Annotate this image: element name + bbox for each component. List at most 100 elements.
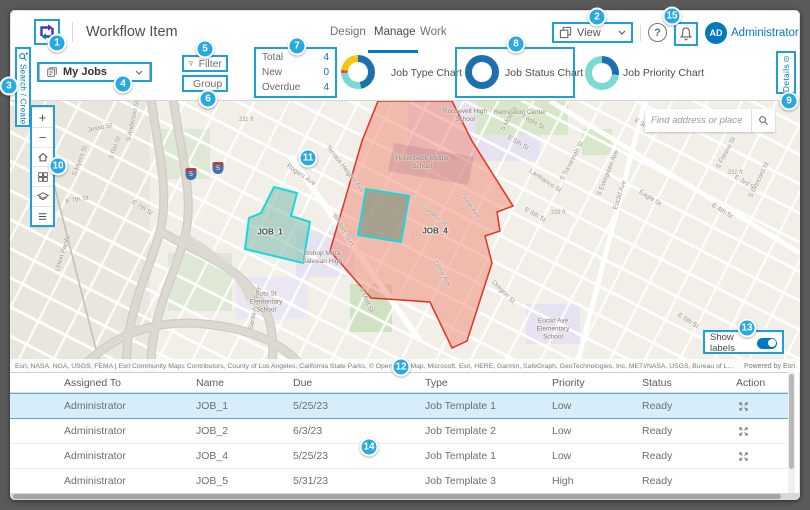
jobs-list-dropdown[interactable]: My Jobs (39, 63, 150, 81)
map-label: Hollenbeck Middle School (395, 155, 449, 170)
stat-label: New (262, 67, 283, 78)
layers-button[interactable] (32, 187, 53, 208)
map-label: E 4th St (710, 201, 734, 221)
hollenbeck-block (388, 143, 474, 185)
map-label: S Rio St (107, 135, 123, 161)
table-row-job2[interactable]: Administrator JOB_2 6/3/23 Job Template … (10, 419, 788, 444)
basemap-button[interactable] (32, 167, 53, 188)
map-label: JOB_1 (257, 227, 283, 237)
home-button[interactable] (32, 148, 53, 168)
zoom-to-job-button[interactable] (736, 449, 750, 463)
notifications-button[interactable] (676, 24, 696, 44)
scrollbar-thumb[interactable] (13, 494, 781, 499)
col-status[interactable]: Status (642, 376, 672, 389)
cell-due: 6/3/23 (293, 425, 323, 437)
map-search-input[interactable] (645, 109, 751, 132)
job-priority-chart[interactable] (585, 56, 619, 90)
cell-assigned: Administrator (64, 400, 126, 412)
map-label: Bishop Mora Salesian High (301, 250, 343, 265)
show-labels-toggle[interactable] (756, 337, 777, 349)
cell-assigned: Administrator (64, 425, 126, 437)
show-labels-control: Show labels (705, 332, 782, 354)
cell-type: Job Template 3 (425, 475, 497, 487)
cell-due: 5/25/23 (293, 400, 329, 412)
zoom-in-button[interactable]: + (32, 108, 53, 128)
map-label-layer: JOB_1 JOB_4 5 5 Roosevelt High School Recreat… (10, 101, 800, 372)
app-logo[interactable] (36, 21, 58, 43)
map-label: Euclid Ave (611, 179, 629, 211)
zoom-out-button[interactable]: − (32, 128, 53, 148)
tab-manage[interactable]: Manage (374, 26, 416, 38)
search-create-panel-tab[interactable]: Search / Create (16, 48, 30, 126)
col-priority[interactable]: Priority (552, 376, 585, 389)
table-row-job1[interactable]: Administrator JOB_1 5/25/23 Job Template… (10, 393, 788, 419)
donut-hole (472, 62, 492, 82)
cell-type: Job Template 1 (425, 450, 497, 462)
map-canvas[interactable]: JOB_1 JOB_4 5 5 Roosevelt High School Recreat… (10, 100, 800, 372)
map-job-area-job4[interactable] (329, 101, 515, 349)
stat-label: Total (262, 52, 284, 63)
map-label: 339 ft (550, 210, 566, 216)
cell-name: JOB_1 (196, 400, 229, 412)
table-header-row: Assigned To Name Due Type Priority Statu… (10, 373, 788, 393)
view-dropdown[interactable]: View (552, 22, 633, 43)
map-label: S Savannah St (558, 140, 586, 182)
col-action[interactable]: Action (736, 376, 766, 389)
help-button[interactable]: ? (648, 23, 667, 42)
chevron-down-icon (618, 30, 626, 35)
map-hold-area[interactable] (356, 187, 411, 244)
table-vertical-scrollbar[interactable] (788, 372, 795, 493)
zoom-to-job-button[interactable] (736, 424, 750, 438)
map-label: 331 ft (727, 170, 743, 176)
col-name[interactable]: Name (196, 376, 225, 389)
cell-assigned: Administrator (64, 475, 126, 487)
map-label: S Evergreen Ave (595, 149, 621, 197)
tab-work[interactable]: Work (420, 26, 447, 38)
scrollbar-thumb[interactable] (789, 374, 794, 469)
map-label: S Myers St (71, 144, 89, 178)
table-horizontal-scrollbar[interactable] (10, 493, 800, 500)
stat-label: Overdue (262, 82, 301, 93)
job-status-chart[interactable] (465, 55, 499, 89)
bell-icon (679, 27, 693, 41)
col-due[interactable]: Due (293, 376, 313, 389)
details-label: Details (781, 63, 791, 92)
legend-button[interactable] (32, 207, 53, 226)
map-label: 5 (185, 168, 197, 180)
header-divider (72, 22, 73, 42)
jobs-list-value: My Jobs (63, 66, 108, 78)
group-button[interactable]: Group (182, 75, 228, 92)
powered-by-esri: Powered by Esri (744, 362, 795, 370)
zoom-to-icon (738, 426, 748, 436)
job-type-chart[interactable] (341, 55, 375, 89)
view-label: View (577, 26, 601, 39)
zoom-to-icon (738, 401, 748, 411)
map-label: E 7th St (130, 198, 154, 218)
map-label: Eagle St (637, 188, 663, 208)
map-label: 331 ft (238, 117, 254, 123)
jobs-icon (47, 67, 57, 77)
job-status-chart-label: Job Status Chart (505, 67, 584, 79)
search-button[interactable] (751, 109, 775, 132)
avatar[interactable]: AD (705, 22, 727, 44)
col-type[interactable]: Type (425, 376, 448, 389)
zoom-to-job-button[interactable] (736, 399, 750, 413)
cell-type: Job Template 2 (425, 425, 497, 437)
map-label: Recreation Center (493, 109, 547, 117)
table-row-job4[interactable]: Administrator JOB_4 5/25/23 Job Template… (10, 444, 788, 469)
details-panel-tab[interactable]: Details (777, 52, 795, 93)
filter-button[interactable]: Filter (182, 55, 228, 72)
cell-priority: Low (552, 400, 572, 412)
jobs-table: Assigned To Name Due Type Priority Statu… (10, 372, 788, 494)
donut-hole (592, 63, 612, 83)
map-job-area-job1[interactable] (243, 185, 312, 265)
table-row-job5[interactable]: Administrator JOB_5 5/31/23 Job Template… (10, 469, 788, 494)
tab-design[interactable]: Design (330, 26, 366, 38)
col-assigned-to[interactable]: Assigned To (64, 376, 122, 389)
map-label: Guirado St (419, 202, 449, 228)
search-icon (759, 116, 769, 126)
cell-status: Ready (642, 425, 673, 437)
cell-due: 5/31/23 (293, 475, 329, 487)
user-name[interactable]: Administrator (731, 27, 799, 39)
home-icon (37, 152, 48, 162)
